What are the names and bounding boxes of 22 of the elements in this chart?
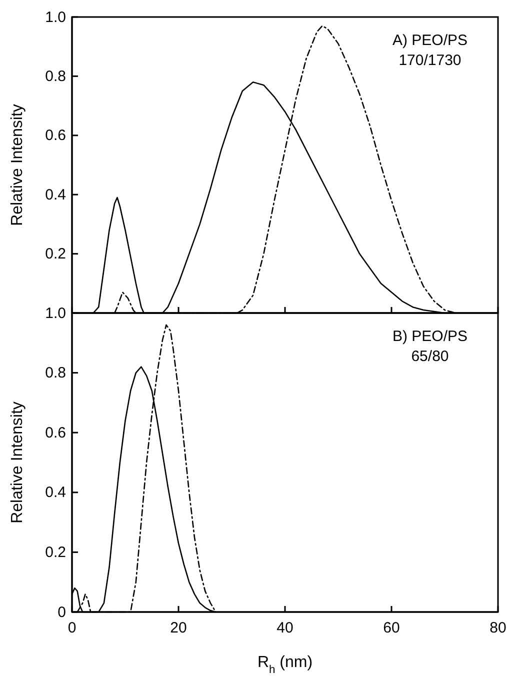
y-tick-label: 1.0 bbox=[45, 8, 66, 26]
annotation: B) PEO/PS bbox=[392, 328, 468, 345]
x-tick-label: 40 bbox=[276, 620, 294, 637]
y-axis-title: Relative Intensity bbox=[9, 402, 26, 524]
y-tick-label: 0.4 bbox=[45, 186, 66, 204]
x-tick-label: 60 bbox=[383, 620, 400, 637]
y-tick-label: 0.2 bbox=[45, 246, 66, 263]
annotation: 65/80 bbox=[411, 348, 449, 365]
x-tick-label: 80 bbox=[490, 620, 506, 637]
y-tick-label: 0 bbox=[58, 604, 66, 621]
y-tick-label: 0.2 bbox=[45, 544, 66, 561]
annotation: 170/1730 bbox=[398, 52, 462, 69]
x-tick-label: 20 bbox=[170, 620, 187, 637]
y-tick-label: 0.6 bbox=[45, 127, 66, 144]
y-tick-label: 0.4 bbox=[45, 484, 66, 502]
y-tick-label: 0.8 bbox=[45, 68, 66, 85]
y-tick-label: 0.6 bbox=[45, 424, 66, 442]
annotation: A) PEO/PS bbox=[392, 32, 468, 49]
y-tick-label: 1.0 bbox=[45, 304, 66, 322]
x-axis-title: R$_{h}$ (nm) bbox=[257, 654, 313, 676]
y-axis-title: Relative Intensity bbox=[9, 104, 26, 226]
y-tick-label: 0.8 bbox=[45, 364, 66, 382]
